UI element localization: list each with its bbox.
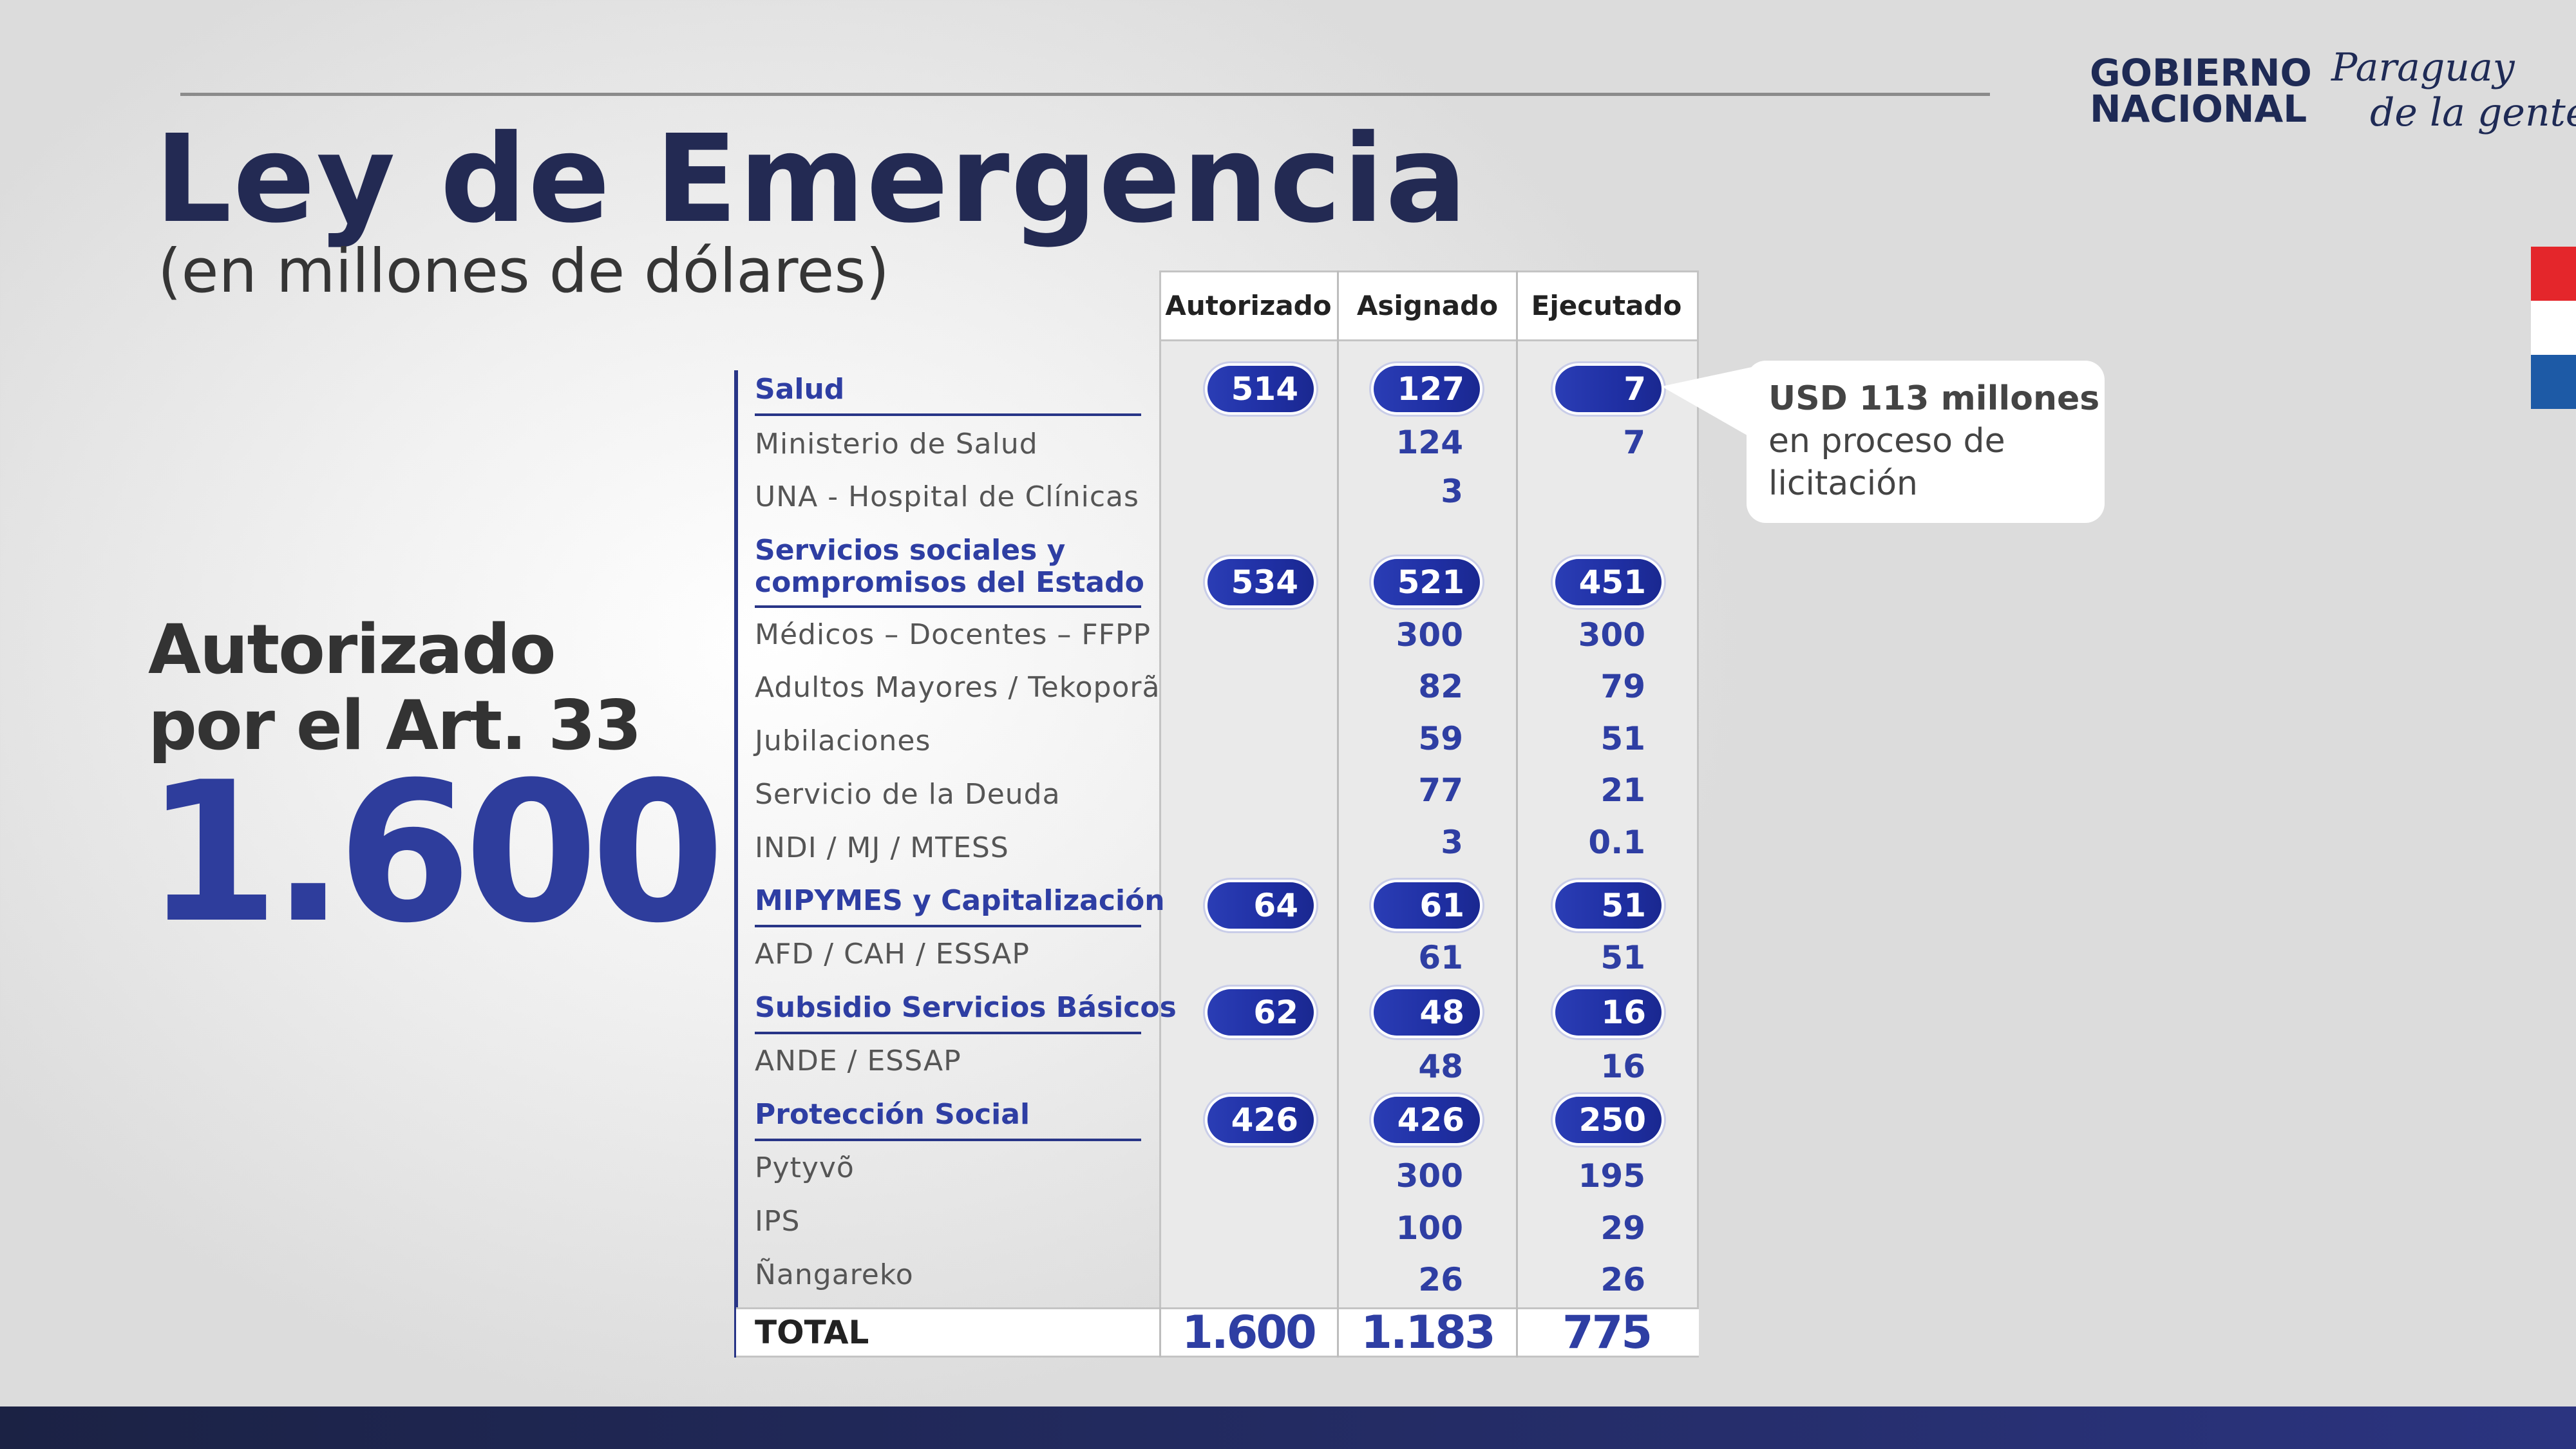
pytyvo-asignado: 300 <box>1396 1157 1463 1195</box>
slogan: Paraguay de la gente <box>2331 45 2576 135</box>
flag-red-stripe <box>2531 247 2576 301</box>
ministerio-ejecutado: 7 <box>1623 424 1645 461</box>
subsidio-asignado-pill: 48 <box>1374 989 1480 1036</box>
row-jubilaciones: Jubilaciones <box>755 724 931 757</box>
medicos-asignado: 300 <box>1396 616 1463 654</box>
header-ejecutado: Ejecutado <box>1531 290 1682 321</box>
header-autorizado: Autorizado <box>1165 290 1332 321</box>
indi-ejecutado: 0.1 <box>1588 824 1645 861</box>
ministerio-asignado: 124 <box>1396 424 1463 461</box>
subsidio-autorizado-pill: 62 <box>1208 989 1314 1036</box>
callout-line3: licitación <box>1768 464 1918 503</box>
flag-white-stripe <box>2531 301 2576 355</box>
callout-bubble: USD 113 millones en proceso de licitació… <box>1747 361 2105 523</box>
mipymes-ejecutado-pill: 51 <box>1555 882 1662 929</box>
proteccion-asignado-pill: 426 <box>1374 1097 1480 1143</box>
column-divider <box>1337 1307 1339 1358</box>
page-title: Ley de Emergencia <box>155 109 1469 250</box>
ande-asignado: 48 <box>1418 1048 1463 1085</box>
row-salud: Salud <box>755 373 845 406</box>
total-autorizado: 1.600 <box>1182 1306 1316 1359</box>
salud-autorizado-pill: 514 <box>1208 366 1314 412</box>
flag-blue-stripe <box>2531 355 2576 409</box>
adultos-ejecutado: 79 <box>1600 668 1645 705</box>
category-underline <box>755 413 1141 416</box>
jubilaciones-ejecutado: 51 <box>1600 720 1645 757</box>
column-divider <box>1516 1307 1518 1358</box>
header-asignado: Asignado <box>1356 290 1499 321</box>
proteccion-autorizado-pill: 426 <box>1208 1097 1314 1143</box>
ips-ejecutado: 29 <box>1600 1209 1645 1247</box>
column-divider <box>1159 1307 1161 1358</box>
row-ande: ANDE / ESSAP <box>755 1045 961 1077</box>
callout-amount: USD 113 millones <box>1768 379 2100 418</box>
nangareko-asignado: 26 <box>1418 1261 1463 1298</box>
category-underline <box>755 925 1141 927</box>
pytyvo-ejecutado: 195 <box>1578 1157 1645 1195</box>
afd-asignado: 61 <box>1418 939 1463 976</box>
row-servicios-sociales: Servicios sociales y compromisos del Est… <box>755 534 1144 599</box>
total-label: TOTAL <box>755 1314 869 1351</box>
nangareko-ejecutado: 26 <box>1600 1261 1645 1298</box>
proteccion-ejecutado-pill: 250 <box>1555 1097 1662 1143</box>
mipymes-autorizado-pill: 64 <box>1208 882 1314 929</box>
authorized-total: 1.600 <box>145 741 725 965</box>
callout-pointer <box>1662 367 1752 438</box>
category-underline <box>755 1032 1141 1034</box>
column-divider <box>1516 270 1518 1358</box>
jubilaciones-asignado: 59 <box>1418 720 1463 757</box>
footer-bar <box>0 1406 2576 1449</box>
row-adultos-mayores: Adultos Mayores / Tekoporã <box>755 671 1160 704</box>
adultos-asignado: 82 <box>1418 668 1463 705</box>
row-servicio-deuda: Servicio de la Deuda <box>755 778 1061 811</box>
mipymes-asignado-pill: 61 <box>1374 882 1480 929</box>
ips-asignado: 100 <box>1396 1209 1463 1247</box>
authorized-heading: Autorizado por el Art. 33 <box>148 610 642 765</box>
table-left-bar <box>734 370 738 1358</box>
column-divider <box>1337 270 1339 1358</box>
total-row <box>736 1307 1699 1358</box>
deuda-ejecutado: 21 <box>1600 772 1645 809</box>
page-subtitle: (en millones de dólares) <box>158 236 889 307</box>
servicios-asignado-pill: 521 <box>1374 559 1480 605</box>
subsidio-ejecutado-pill: 16 <box>1555 989 1662 1036</box>
afd-ejecutado: 51 <box>1600 939 1645 976</box>
servicios-ejecutado-pill: 451 <box>1555 559 1662 605</box>
medicos-ejecutado: 300 <box>1578 616 1645 654</box>
category-underline <box>755 605 1141 608</box>
deuda-asignado: 77 <box>1418 772 1463 809</box>
logo-white-square-icon <box>2048 85 2049 86</box>
salud-ejecutado-pill: 7 <box>1555 366 1662 412</box>
indi-asignado: 3 <box>1441 824 1463 861</box>
ande-ejecutado: 16 <box>1600 1048 1645 1085</box>
row-afd: AFD / CAH / ESSAP <box>755 938 1030 971</box>
values-table-header <box>1159 270 1699 341</box>
salud-asignado-pill: 127 <box>1374 366 1480 412</box>
row-mipymes: MIPYMES y Capitalización <box>755 884 1165 917</box>
logo-text: GOBIERNO NACIONAL <box>2090 51 2312 131</box>
callout-line2: en proceso de <box>1768 422 2005 460</box>
total-ejecutado: 775 <box>1562 1306 1653 1359</box>
header-divider <box>180 93 1990 96</box>
total-asignado: 1.183 <box>1361 1306 1495 1359</box>
row-una-hospital: UNA - Hospital de Clínicas <box>755 480 1139 513</box>
row-medicos: Médicos – Docentes – FFPP <box>755 618 1151 651</box>
row-indi: INDI / MJ / MTESS <box>755 831 1009 864</box>
row-ips: IPS <box>755 1205 800 1238</box>
category-underline <box>755 1139 1141 1141</box>
row-nangareko: Ñangareko <box>755 1258 914 1291</box>
row-subsidio: Subsidio Servicios Básicos <box>755 991 1177 1024</box>
servicios-autorizado-pill: 534 <box>1208 559 1314 605</box>
row-ministerio-salud: Ministerio de Salud <box>755 428 1038 460</box>
una-asignado: 3 <box>1441 473 1463 510</box>
row-pytyvo: Pytyvõ <box>755 1151 855 1184</box>
row-proteccion-social: Protección Social <box>755 1098 1030 1131</box>
